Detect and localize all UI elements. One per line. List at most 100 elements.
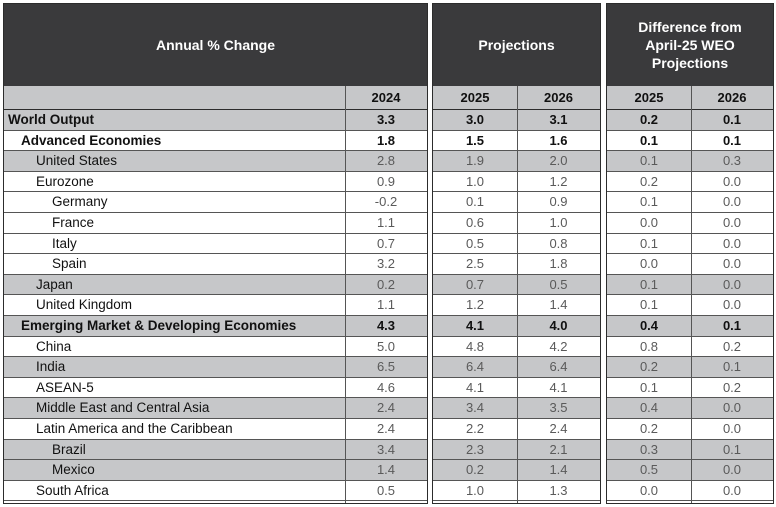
value-diff-2026: 0.0 — [722, 256, 742, 272]
value-2024: 0.5 — [376, 482, 396, 498]
table-row: Mexico 1.4 — [4, 460, 427, 481]
column-divider — [345, 86, 346, 503]
value-2024: 1.1 — [376, 297, 396, 313]
value-proj-2025: 0.5 — [465, 235, 485, 251]
value-proj-2026: 2.0 — [549, 153, 568, 169]
table-row: India 6.5 — [4, 357, 427, 378]
row-label: Spain — [52, 256, 87, 272]
value-diff-2026: 0.0 — [722, 276, 742, 292]
value-2024: 3.2 — [376, 256, 396, 272]
value-diff-2025: 0.0 — [639, 482, 659, 498]
value-2024: 3.4 — [376, 441, 396, 457]
year-header-diff-2026: 2026 — [717, 90, 747, 105]
panel-difference: Difference from April-25 WEO Projections… — [606, 3, 774, 504]
table-row: 0.3 0.1 — [607, 439, 773, 461]
value-diff-2026: 0.1 — [722, 441, 742, 457]
value-2024: 4.3 — [376, 318, 396, 333]
value-diff-2025: 0.1 — [639, 153, 659, 169]
table-row: Eurozone 0.9 — [4, 172, 427, 193]
table-row: 1.9 2.0 — [433, 151, 600, 172]
table-row: 0.2 0.0 — [607, 419, 773, 440]
table-row: 2.2 2.4 — [433, 419, 600, 440]
table-row: ASEAN-5 4.6 — [4, 378, 427, 399]
table-row: Latin America and the Caribbean 2.4 — [4, 419, 427, 440]
table-row: 3.0 3.1 — [433, 110, 600, 131]
table-row: 0.2 0.0 — [607, 172, 773, 193]
value-diff-2025: 0.3 — [639, 441, 659, 457]
value-diff-2026: 0.0 — [722, 421, 742, 436]
header-projections: Projections — [433, 4, 600, 86]
year-header-2024: 2024 — [371, 90, 401, 105]
value-2024: 0.7 — [376, 235, 396, 251]
row-label: Japan — [36, 276, 73, 292]
table-row: 0.1 0.0 — [607, 234, 773, 255]
table-row: 0.1 0.3 — [607, 151, 773, 172]
header-annual-change: Annual % Change — [4, 4, 427, 86]
value-diff-2025: 0.2 — [639, 112, 659, 127]
value-diff-2026: 0.0 — [722, 235, 742, 251]
table-row: 0.1 0.9 — [433, 192, 600, 213]
value-2024: 2.4 — [376, 400, 396, 416]
value-proj-2025: 1.0 — [465, 173, 485, 189]
value-proj-2026: 4.2 — [549, 338, 568, 354]
table-row: World Output 3.3 — [4, 110, 427, 131]
value-diff-2026: 0.3 — [722, 153, 742, 169]
table-row: Spain 3.2 — [4, 254, 427, 275]
value-diff-2025: 0.0 — [639, 215, 659, 230]
table-row: China 5.0 — [4, 337, 427, 358]
value-diff-2025: 0.1 — [639, 235, 659, 251]
table-row: 0.2 1.4 — [433, 460, 600, 481]
value-proj-2025: 1.9 — [465, 153, 485, 169]
value-proj-2025: 2.2 — [465, 421, 485, 436]
row-label: Middle East and Central Asia — [36, 400, 210, 416]
header-difference: Difference from April-25 WEO Projections — [607, 4, 773, 86]
table-row: Brazil 3.4 — [4, 439, 427, 461]
value-proj-2026: 1.6 — [549, 132, 568, 148]
table-row: United States 2.8 — [4, 151, 427, 172]
value-diff-2025: 0.0 — [639, 256, 659, 272]
table-row: 0.4 0.1 — [607, 316, 773, 337]
value-diff-2025: 0.8 — [639, 338, 659, 354]
value-proj-2026: 3.1 — [549, 112, 568, 127]
row-label: Emerging Market & Developing Economies — [21, 318, 297, 333]
table-row: 0.2 0.1 — [607, 357, 773, 378]
value-proj-2026: 1.0 — [549, 215, 568, 230]
table-row: 0.1 0.2 — [607, 378, 773, 399]
table-row: Emerging Market & Developing Economies 4.… — [4, 316, 427, 337]
value-proj-2026: 1.4 — [549, 297, 568, 313]
value-proj-2025: 0.2 — [465, 462, 485, 478]
table-row: 0.1 0.0 — [607, 274, 773, 296]
table-row: United Kingdom 1.1 — [4, 295, 427, 316]
table-row: 0.0 0.0 — [607, 213, 773, 234]
row-label: China — [36, 338, 72, 354]
value-proj-2026: 1.3 — [549, 482, 568, 498]
table-row: 1.2 1.4 — [433, 295, 600, 316]
table-row: 0.1 0.1 — [607, 131, 773, 152]
value-diff-2026: 0.0 — [722, 482, 742, 498]
row-label: Advanced Economies — [21, 132, 162, 148]
value-diff-2026: 0.1 — [722, 132, 742, 148]
table-row: 2.3 2.1 — [433, 439, 600, 461]
value-diff-2026: 0.0 — [722, 194, 742, 210]
value-diff-2025: 0.5 — [639, 462, 659, 478]
row-label: Latin America and the Caribbean — [36, 421, 233, 436]
row-label: United Kingdom — [36, 297, 133, 313]
value-diff-2026: 0.1 — [722, 359, 742, 375]
value-proj-2025: 4.1 — [465, 379, 485, 395]
table-row: 4.1 4.1 — [433, 378, 600, 399]
value-proj-2025: 4.1 — [465, 318, 485, 333]
table-row: Germany -0.2 — [4, 192, 427, 213]
value-proj-2025: 3.0 — [465, 112, 485, 127]
value-2024: 5.0 — [376, 338, 396, 354]
table-row: 0.4 0.0 — [607, 398, 773, 419]
panel-projections: Projections 2025 2026 3.0 3.1 1.5 1.6 1.9 2.0… — [432, 3, 601, 504]
row-label: United States — [36, 153, 118, 169]
value-proj-2026: 0.9 — [549, 194, 568, 210]
value-proj-2025: 0.7 — [465, 276, 485, 292]
value-proj-2026: 4.1 — [549, 379, 568, 395]
value-2024: 1.1 — [376, 215, 396, 230]
table-row: 6.4 6.4 — [433, 357, 600, 378]
table-row: 0.5 0.0 — [607, 460, 773, 481]
row-label: Italy — [52, 235, 77, 251]
value-2024: 4.6 — [376, 379, 396, 395]
